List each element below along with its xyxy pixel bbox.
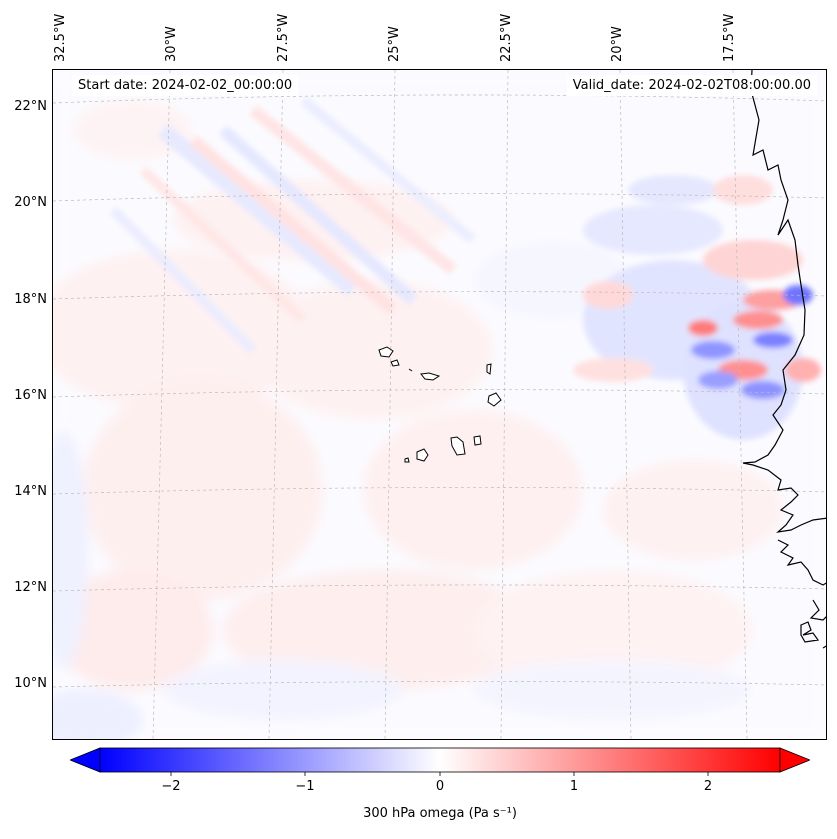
colorbar-gradient: [99, 747, 781, 773]
colorbar-title: 300 hPa omega (Pa s⁻¹): [363, 806, 517, 821]
gridlines: [53, 70, 826, 739]
colorbar-tick-1: 1: [569, 779, 579, 794]
convective-cells: [573, 175, 821, 440]
lat-label-16n: 16°N: [14, 388, 47, 403]
lon-label-22-5w: 22.5°W: [499, 13, 514, 62]
colorbar-tick-0: 0: [435, 779, 445, 794]
colorbar-tick-minus2: −2: [161, 779, 181, 794]
colorbar-high-extend: [779, 747, 810, 773]
coastline: [742, 70, 826, 649]
lat-label-12n: 12°N: [14, 580, 47, 595]
lon-label-20w: 20°W: [610, 26, 625, 62]
lat-label-10n: 10°N: [14, 676, 47, 691]
lat-label-14n: 14°N: [14, 484, 47, 499]
colorbar-tick-minus1: −1: [295, 779, 315, 794]
lon-label-25w: 25°W: [387, 26, 402, 62]
lon-label-17-5w: 17.5°W: [722, 13, 737, 62]
lat-label-22n: 22°N: [14, 99, 47, 114]
lon-label-32-5w: 32.5°W: [53, 13, 68, 62]
colorbar-tick-2: 2: [703, 779, 713, 794]
start-date-label: Start date: 2024-02-02_00:00:00: [72, 75, 299, 96]
lat-label-20n: 20°N: [14, 195, 47, 210]
valid-date-label: Valid_date: 2024-02-02T08:00:00.00: [566, 75, 817, 96]
colorbar-ticks: [170, 772, 709, 776]
colorbar: [70, 747, 810, 776]
lon-label-30w: 30°W: [164, 26, 179, 62]
cape-verde-islands: [378, 346, 502, 463]
lon-label-27-5w: 27.5°W: [276, 13, 291, 62]
wave-streaks: [109, 96, 477, 354]
omega-field-map: [53, 70, 826, 739]
map-panel: [52, 69, 827, 740]
colorbar-low-extend: [70, 747, 101, 773]
lat-label-18n: 18°N: [14, 292, 47, 307]
